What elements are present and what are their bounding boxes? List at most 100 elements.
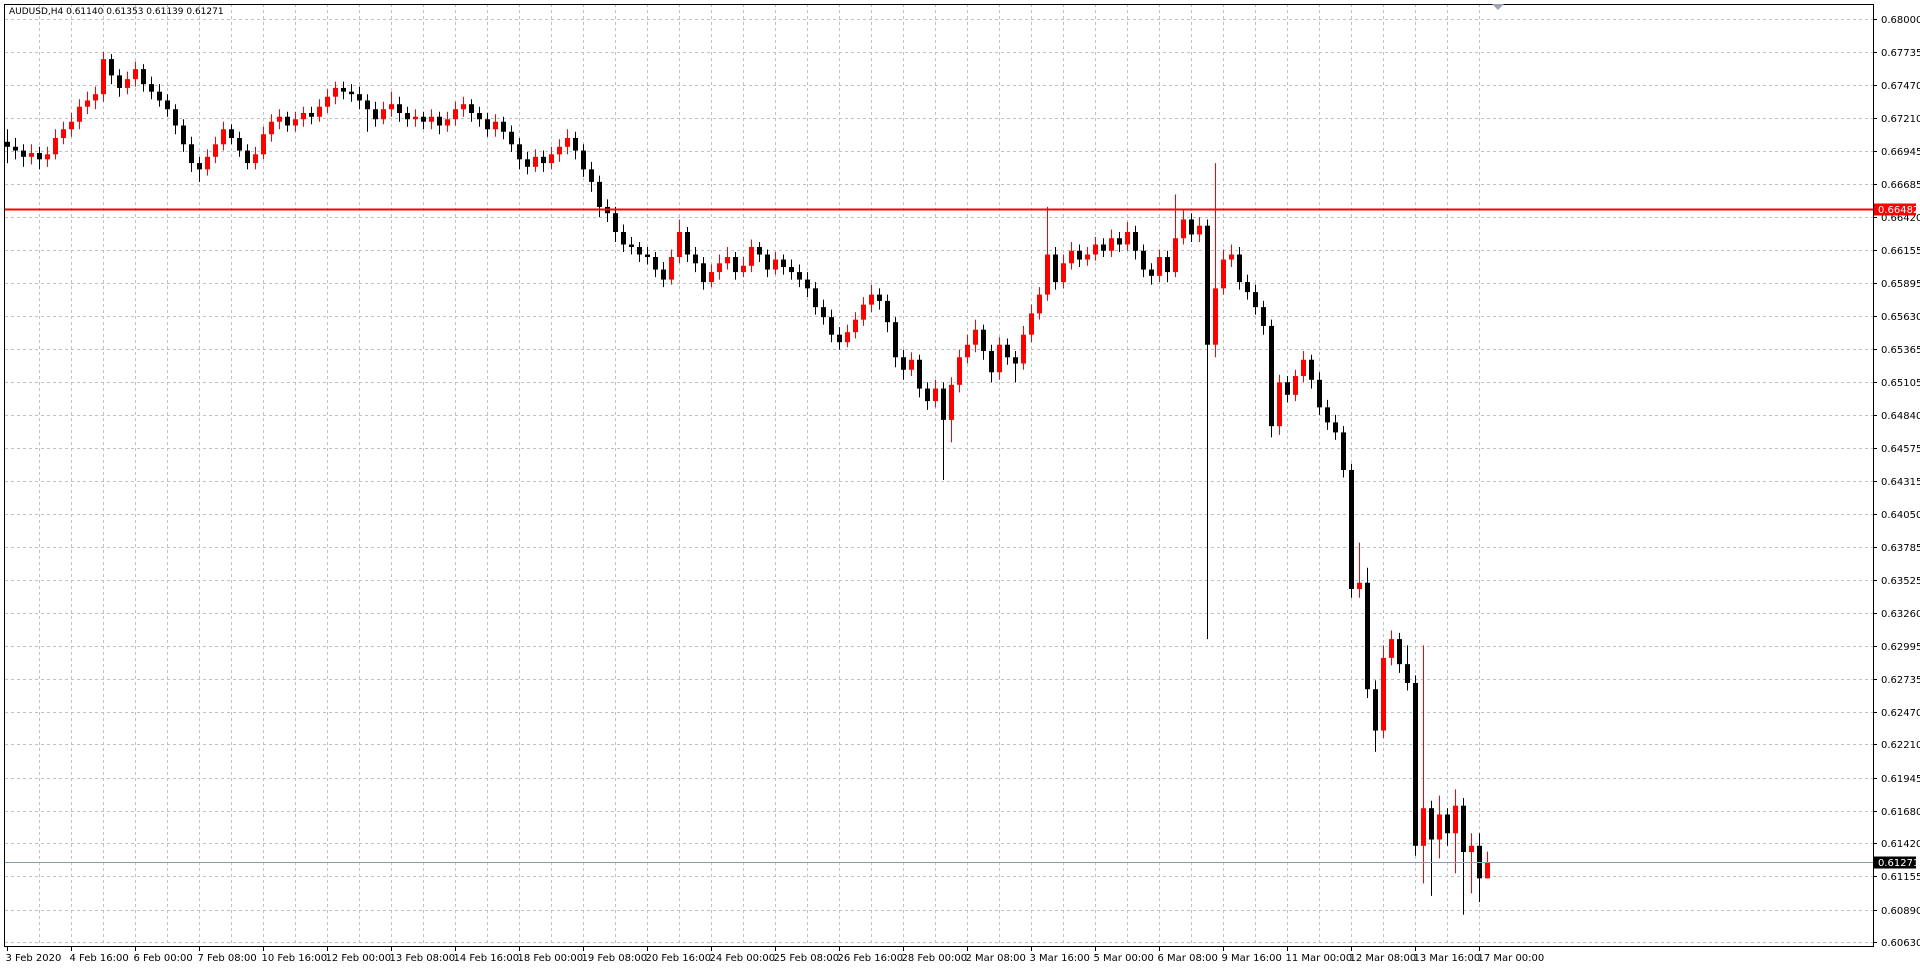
candle-body	[1421, 808, 1426, 846]
candle-body	[733, 257, 738, 273]
candle-body	[989, 350, 994, 373]
candle-body	[413, 116, 418, 120]
candle-body	[877, 294, 882, 301]
candle-body	[573, 138, 578, 151]
candle-body	[85, 100, 90, 107]
candle-body	[629, 244, 634, 248]
candle-body	[661, 269, 666, 280]
y-tick-label: 0.63260	[1881, 609, 1920, 620]
candle-body	[405, 112, 410, 120]
candle-body	[741, 265, 746, 273]
candle-body	[1333, 422, 1338, 433]
candle-body	[805, 279, 810, 289]
candle-body	[1277, 382, 1282, 427]
candle-body	[61, 129, 66, 139]
candle-body	[637, 247, 642, 255]
candle-body	[165, 100, 170, 110]
candle-body	[1205, 225, 1210, 345]
candle-body	[45, 154, 50, 160]
y-tick-label: 0.66945	[1881, 147, 1920, 158]
x-tick-label: 12 Mar 08:00	[1350, 953, 1417, 964]
candle-body	[925, 388, 930, 402]
candle-body	[469, 104, 474, 113]
candle-body	[1245, 282, 1250, 293]
candle-body	[173, 109, 178, 126]
candle-body	[1173, 238, 1178, 273]
candle-body	[1165, 257, 1170, 273]
candle-body	[37, 153, 42, 160]
candle-body	[1357, 582, 1362, 589]
candle-body	[1397, 639, 1402, 665]
y-tick-label: 0.65105	[1881, 378, 1920, 389]
candle-body	[109, 59, 114, 76]
candle-body	[349, 91, 354, 95]
y-tick-label: 0.60890	[1881, 906, 1920, 917]
candle-body	[1381, 657, 1386, 731]
candle-body	[1469, 845, 1474, 853]
candle-body	[1317, 379, 1322, 408]
x-tick-label: 13 Feb 08:00	[390, 953, 456, 964]
y-tick-label: 0.66155	[1881, 246, 1920, 257]
x-tick-label: 7 Feb 08:00	[198, 953, 257, 964]
candle-body	[1197, 225, 1202, 235]
candle-body	[29, 153, 34, 157]
candle-body	[869, 294, 874, 305]
candle-body	[421, 116, 426, 122]
candle-body	[277, 116, 282, 122]
candle-body	[333, 87, 338, 97]
chart-title: AUDUSD,H4 0.61140 0.61353 0.61139 0.6127…	[9, 7, 224, 17]
candle-body	[581, 150, 586, 170]
candle-body	[429, 116, 434, 122]
y-tick-label: 0.64315	[1881, 477, 1920, 488]
y-tick-label: 0.66685	[1881, 180, 1920, 191]
candle-body	[645, 254, 650, 258]
candle-body	[757, 247, 762, 255]
candle-body	[725, 257, 730, 264]
candle-body	[1013, 357, 1018, 364]
candle-body	[325, 96, 330, 107]
candle-body	[437, 116, 442, 126]
y-tick-label: 0.67735	[1881, 48, 1920, 59]
candle-body	[213, 144, 218, 157]
x-tick-label: 26 Feb 16:00	[838, 953, 904, 964]
candle-body	[1117, 238, 1122, 245]
candle-body	[973, 329, 978, 345]
candle-body	[365, 100, 370, 110]
candle-body	[1189, 219, 1194, 235]
candle-body	[149, 84, 154, 92]
y-tick-label: 0.62470	[1881, 708, 1920, 719]
candle-body	[1037, 294, 1042, 314]
grid: 0.68000 0.67735 0.67470 0.67210 0.66945 0.666…	[5, 4, 1920, 964]
y-tick-label: 0.60630	[1881, 938, 1920, 949]
x-tick-label: 11 Mar 00:00	[1286, 953, 1353, 964]
candle-body	[197, 163, 202, 170]
candle-body	[1325, 407, 1330, 423]
y-tick-label: 0.64840	[1881, 411, 1920, 422]
candle-body	[917, 359, 922, 389]
candle-body	[597, 181, 602, 207]
candle-body	[389, 104, 394, 110]
candle-body	[1269, 325, 1274, 427]
x-tick-label: 28 Feb 00:00	[902, 953, 968, 964]
candle-body	[261, 134, 266, 155]
candle-body	[773, 259, 778, 270]
candle-body	[965, 344, 970, 358]
candle-body	[813, 288, 818, 308]
candle-body	[621, 231, 626, 245]
candle-body	[1029, 313, 1034, 335]
candle-body	[1253, 292, 1258, 308]
candle-body	[677, 231, 682, 258]
candle-body	[893, 322, 898, 358]
candle-body	[821, 307, 826, 318]
candle-body	[1341, 432, 1346, 470]
candle-body	[829, 317, 834, 335]
horizontal-line-label: 0.66482	[1878, 205, 1919, 216]
x-tick-label: 12 Feb 00:00	[326, 953, 392, 964]
candle-body	[1221, 259, 1226, 289]
candle-body	[1061, 263, 1066, 283]
candle-body	[181, 125, 186, 145]
candle-body	[357, 94, 362, 101]
candle-body	[1445, 814, 1450, 834]
x-tick-label: 3 Mar 16:00	[1030, 953, 1090, 964]
